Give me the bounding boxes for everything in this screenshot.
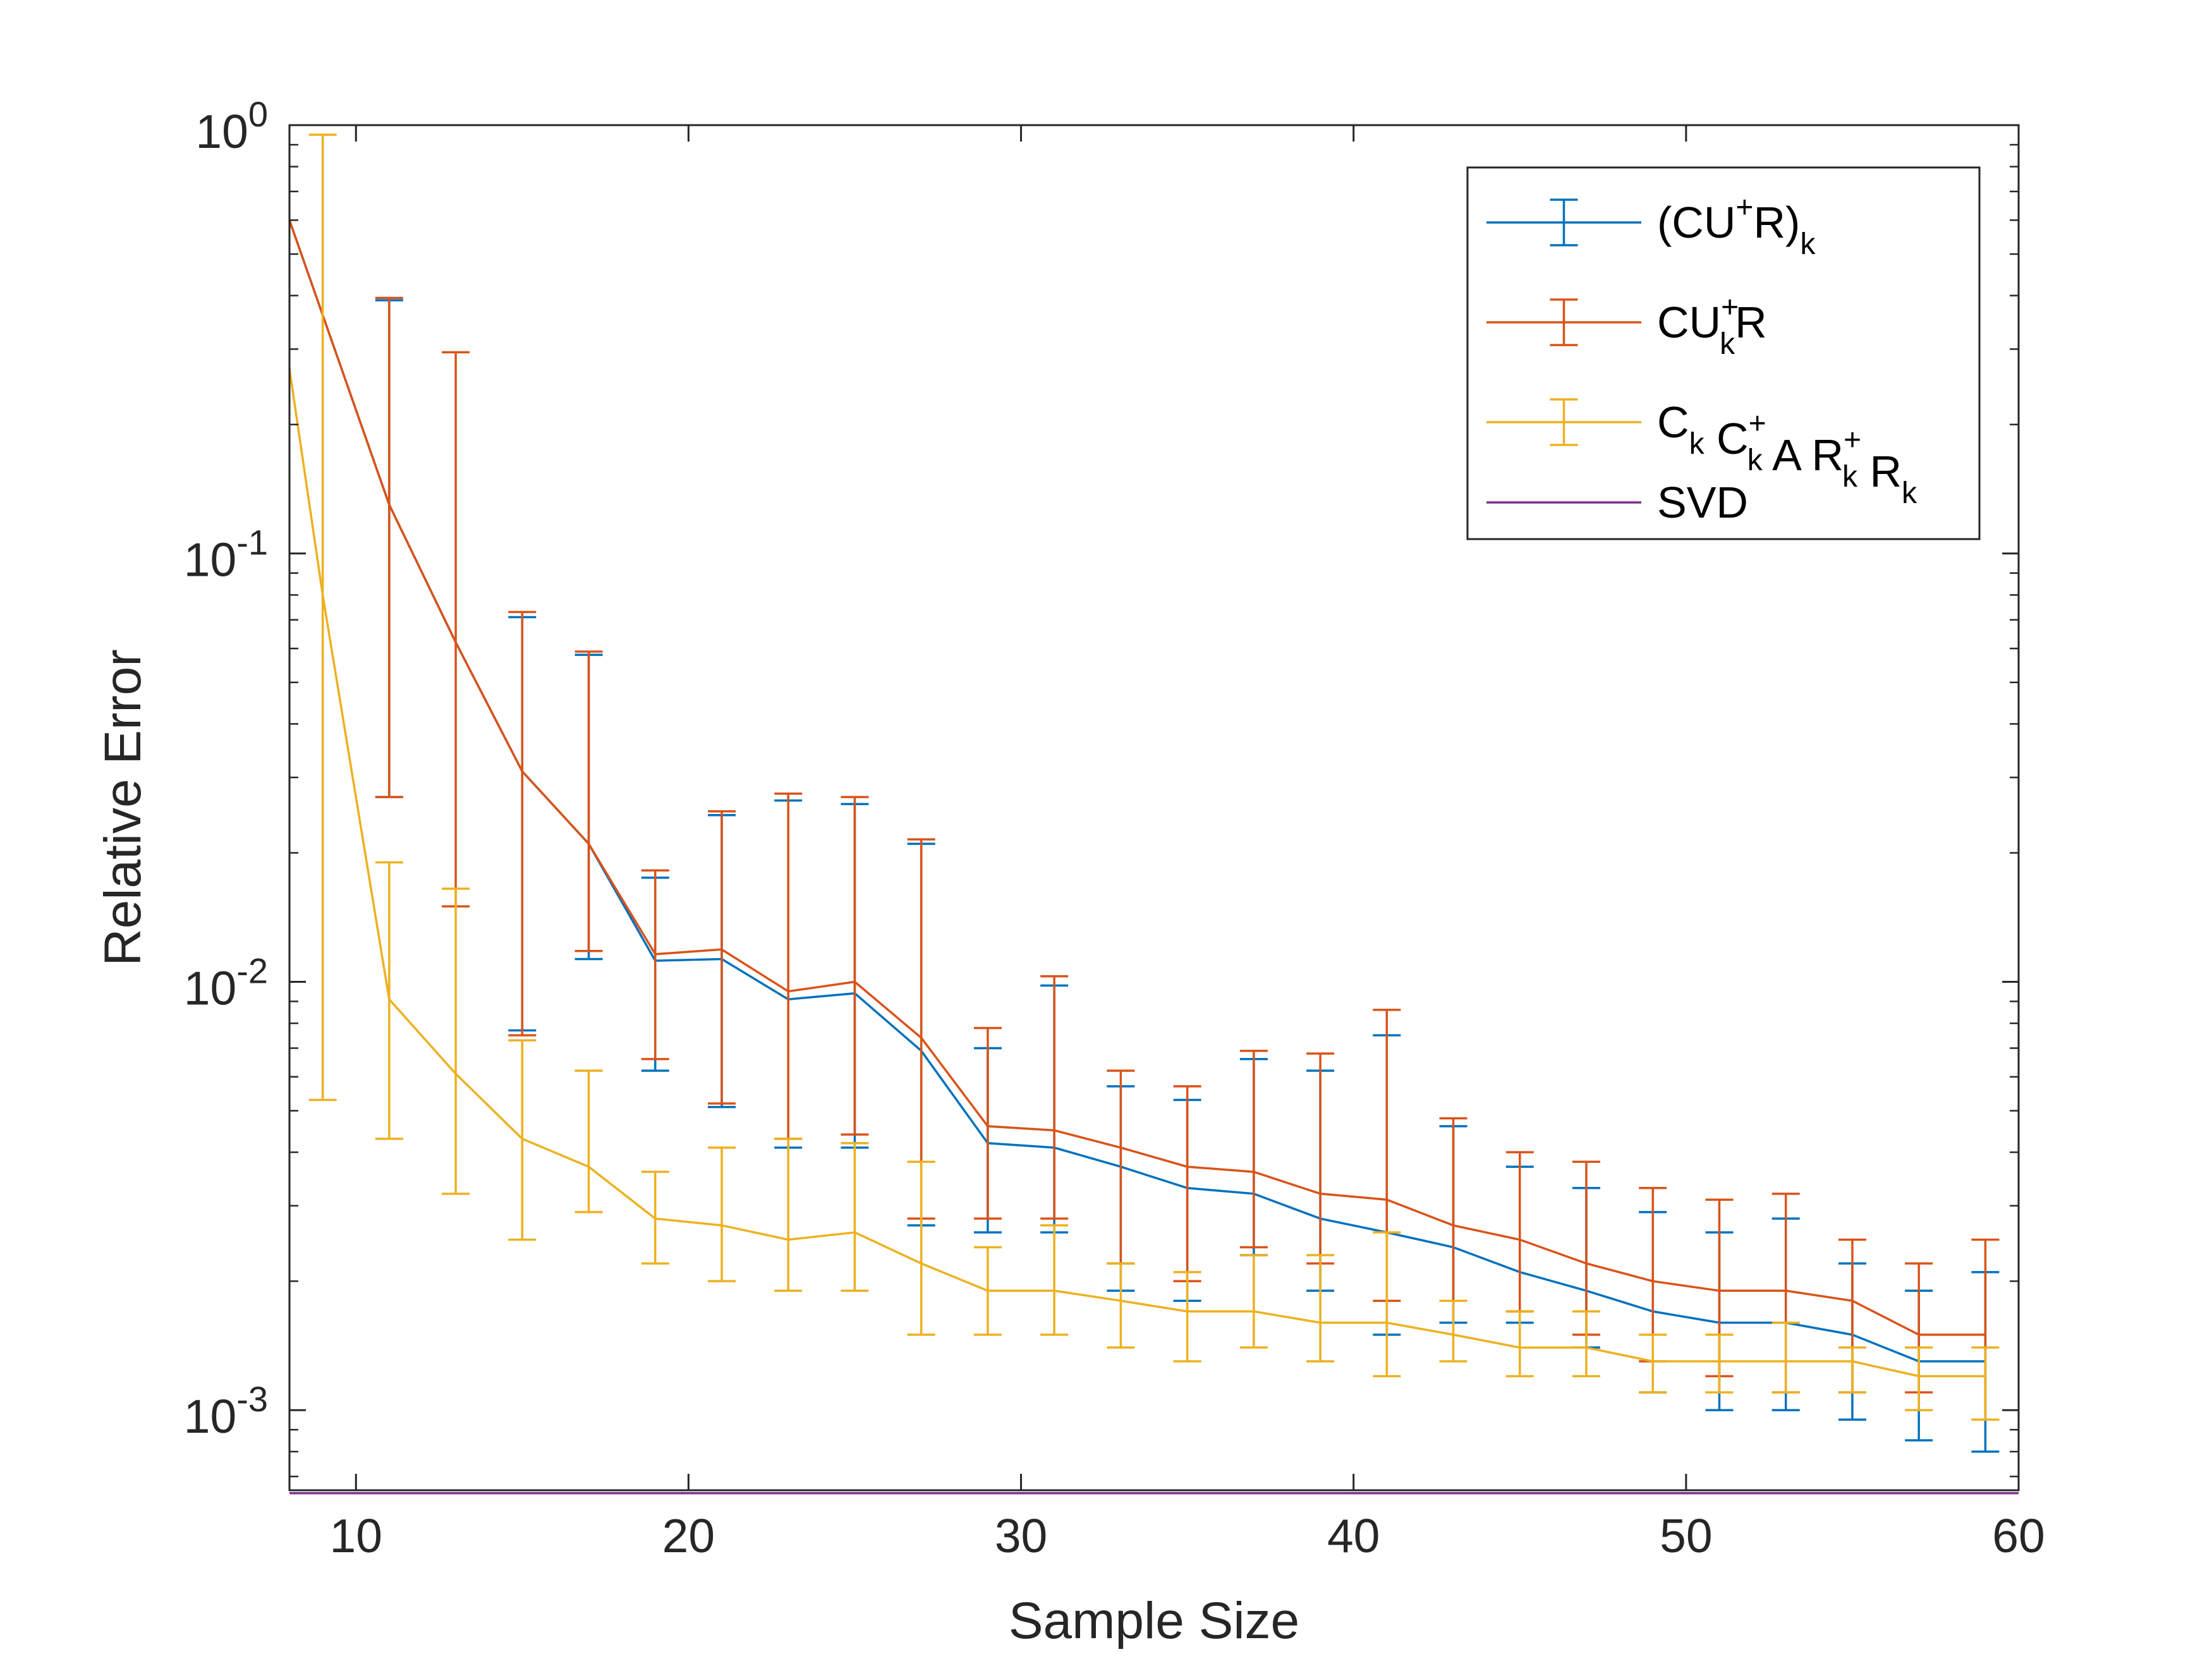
- x-tick-label-4: 50: [1660, 1509, 1712, 1562]
- x-tick-label-0: 10: [330, 1509, 382, 1562]
- plot-frame: [288, 124, 2020, 1492]
- series-line-2: [288, 368, 1986, 1378]
- x-tick-label-5: 60: [1992, 1509, 2045, 1562]
- y-tick-label-1: 10-1: [184, 523, 268, 586]
- series-2: [288, 133, 2000, 1421]
- y-axis-label: Relative Error: [94, 649, 152, 966]
- legend-label-3: SVD: [1657, 478, 1748, 527]
- legend-label-1: CU+ kR: [1657, 291, 1767, 361]
- y-tick-label-0: 100: [195, 94, 268, 158]
- series-line-1: [288, 219, 1986, 1336]
- legend-label-0: (CU+R)k: [1657, 191, 1816, 261]
- axes-layer: 10 20 30 40 50 60 100 10-1 10-2 10-3: [184, 94, 2045, 1562]
- x-tick-label-3: 40: [1327, 1509, 1380, 1562]
- y-tick-label-2: 10-2: [184, 951, 268, 1014]
- x-tick-label-2: 30: [995, 1509, 1047, 1562]
- series-1: [288, 219, 2000, 1421]
- x-tick-label-1: 20: [662, 1509, 715, 1562]
- y-tick-label-3: 10-3: [184, 1379, 268, 1443]
- legend-box: [1466, 166, 1981, 540]
- legend-label-2: Ck C+ k A R+ k Rk: [1657, 398, 1917, 510]
- series-layer: [288, 133, 2019, 1495]
- x-axis-label: Sample Size: [1009, 1592, 1299, 1650]
